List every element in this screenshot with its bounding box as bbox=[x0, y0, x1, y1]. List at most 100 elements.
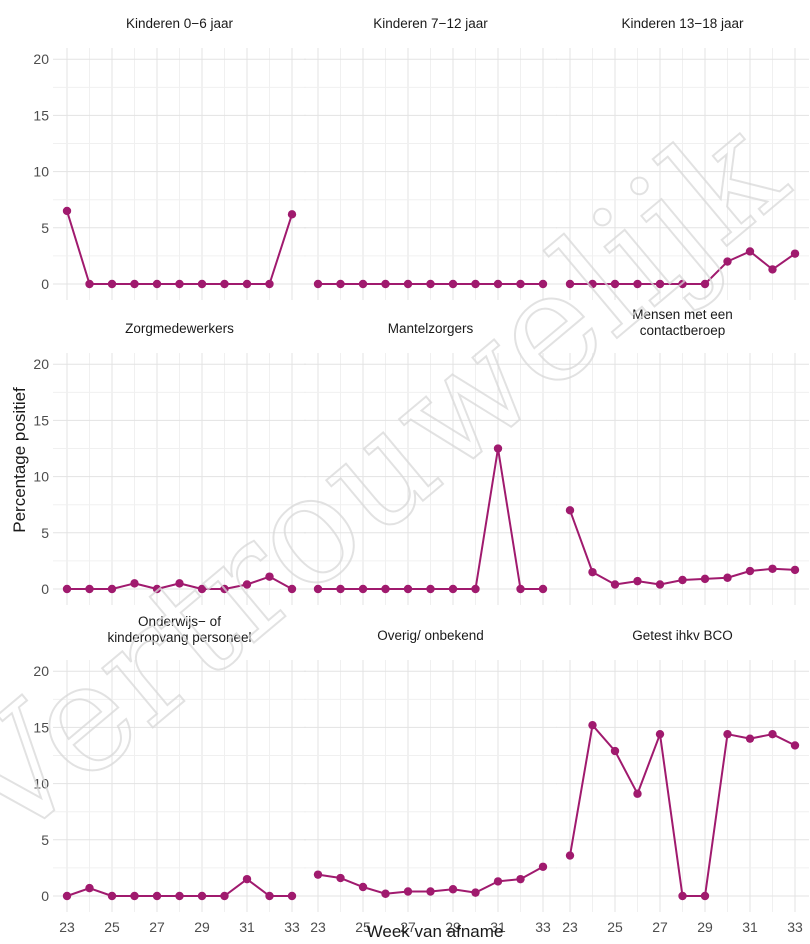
panel-5: Mantelzorgers bbox=[304, 321, 557, 605]
data-point bbox=[723, 257, 732, 266]
data-point bbox=[790, 249, 800, 258]
data-point bbox=[152, 279, 162, 289]
x-tick-label: 31 bbox=[490, 919, 506, 935]
chart-panels: Kinderen 0−6 jaar 0 5 10 15 20 Kinderen 7−12 j… bbox=[33, 16, 809, 935]
data-point bbox=[700, 574, 710, 584]
data-point bbox=[220, 584, 229, 594]
data-point bbox=[633, 576, 642, 586]
data-point bbox=[85, 584, 94, 594]
x-tick-label: 25 bbox=[104, 919, 120, 935]
data-point bbox=[85, 279, 94, 289]
y-tick-label: 15 bbox=[33, 107, 49, 123]
x-tick-label: 23 bbox=[562, 919, 578, 935]
data-point bbox=[62, 206, 72, 216]
data-point bbox=[107, 584, 117, 594]
x-tick-label: 31 bbox=[742, 919, 758, 935]
x-tick-label: 27 bbox=[652, 919, 668, 935]
data-point bbox=[700, 279, 710, 289]
data-point bbox=[565, 506, 575, 515]
panel-2: Kinderen 7−12 jaar bbox=[304, 16, 557, 300]
data-point bbox=[633, 279, 642, 289]
data-point bbox=[265, 891, 274, 901]
x-tick-label: 29 bbox=[445, 919, 461, 935]
panel-title: Kinderen 0−6 jaar bbox=[126, 16, 233, 31]
panel-title: Zorgmedewerkers bbox=[125, 321, 234, 336]
data-point bbox=[287, 584, 297, 594]
data-point bbox=[130, 579, 139, 588]
data-point bbox=[588, 720, 597, 730]
data-point bbox=[745, 566, 755, 576]
y-tick-label: 0 bbox=[41, 888, 49, 904]
data-point bbox=[175, 891, 184, 901]
data-point bbox=[493, 444, 503, 453]
data-point bbox=[448, 885, 458, 894]
data-point bbox=[538, 862, 548, 871]
data-point bbox=[381, 584, 390, 594]
x-tick-label: 33 bbox=[284, 919, 300, 935]
data-point bbox=[516, 279, 525, 289]
y-tick-label: 10 bbox=[33, 469, 49, 485]
data-point bbox=[790, 741, 800, 750]
data-point bbox=[242, 279, 252, 289]
x-tick-label: 33 bbox=[535, 919, 551, 935]
data-point bbox=[538, 584, 548, 594]
data-point bbox=[655, 279, 665, 289]
y-tick-label: 20 bbox=[33, 51, 49, 67]
data-point bbox=[426, 887, 435, 896]
x-tick-label: 29 bbox=[697, 919, 713, 935]
data-point bbox=[107, 891, 117, 901]
data-point bbox=[403, 584, 413, 594]
data-point bbox=[197, 279, 207, 289]
panel-title: Overig/ onbekend bbox=[377, 628, 484, 643]
y-tick-label: 5 bbox=[41, 832, 49, 848]
data-point bbox=[62, 891, 72, 901]
data-point bbox=[265, 279, 274, 289]
y-tick-label: 5 bbox=[41, 525, 49, 541]
data-point bbox=[678, 575, 687, 585]
data-point bbox=[448, 584, 458, 594]
data-point bbox=[358, 279, 368, 289]
panel-1: Kinderen 0−6 jaar 0 5 10 15 20 bbox=[33, 16, 306, 300]
x-tick-label: 33 bbox=[787, 919, 803, 935]
data-point bbox=[678, 891, 687, 901]
data-point bbox=[313, 279, 323, 289]
data-point bbox=[197, 891, 207, 901]
panel-3: Kinderen 13−18 jaar bbox=[556, 16, 809, 300]
y-axis-label: Percentage positief bbox=[10, 387, 29, 533]
data-point bbox=[493, 279, 503, 289]
data-point bbox=[723, 573, 732, 582]
data-point bbox=[768, 729, 777, 739]
panel-title: kinderopvang personeel bbox=[107, 630, 251, 645]
data-point bbox=[493, 877, 503, 886]
y-tick-label: 10 bbox=[33, 164, 49, 180]
panel-9: Getest ihkv BCO 23 25 27 29 31 33 bbox=[556, 628, 809, 935]
x-tick-label: 27 bbox=[149, 919, 165, 935]
y-tick-label: 0 bbox=[41, 276, 49, 292]
x-tick-label: 27 bbox=[400, 919, 416, 935]
data-point bbox=[130, 891, 139, 901]
data-point bbox=[538, 279, 548, 289]
data-point bbox=[790, 565, 800, 575]
data-point bbox=[313, 870, 323, 879]
x-tick-label: 23 bbox=[59, 919, 75, 935]
panel-4: Zorgmedewerkers 0 5 10 15 20 bbox=[33, 321, 306, 605]
data-point bbox=[197, 584, 207, 594]
data-point bbox=[448, 279, 458, 289]
data-point bbox=[565, 851, 575, 860]
data-point bbox=[85, 883, 94, 893]
data-point bbox=[610, 746, 620, 756]
data-point bbox=[516, 584, 525, 594]
data-point bbox=[130, 279, 139, 289]
data-point bbox=[471, 584, 480, 594]
data-point bbox=[336, 279, 345, 289]
x-tick-label: 23 bbox=[310, 919, 326, 935]
panel-title: Kinderen 7−12 jaar bbox=[373, 16, 488, 31]
data-point bbox=[358, 584, 368, 594]
x-tick-label: 25 bbox=[607, 919, 623, 935]
y-tick-label: 10 bbox=[33, 776, 49, 792]
x-tick-label: 25 bbox=[355, 919, 371, 935]
data-point bbox=[403, 887, 413, 896]
